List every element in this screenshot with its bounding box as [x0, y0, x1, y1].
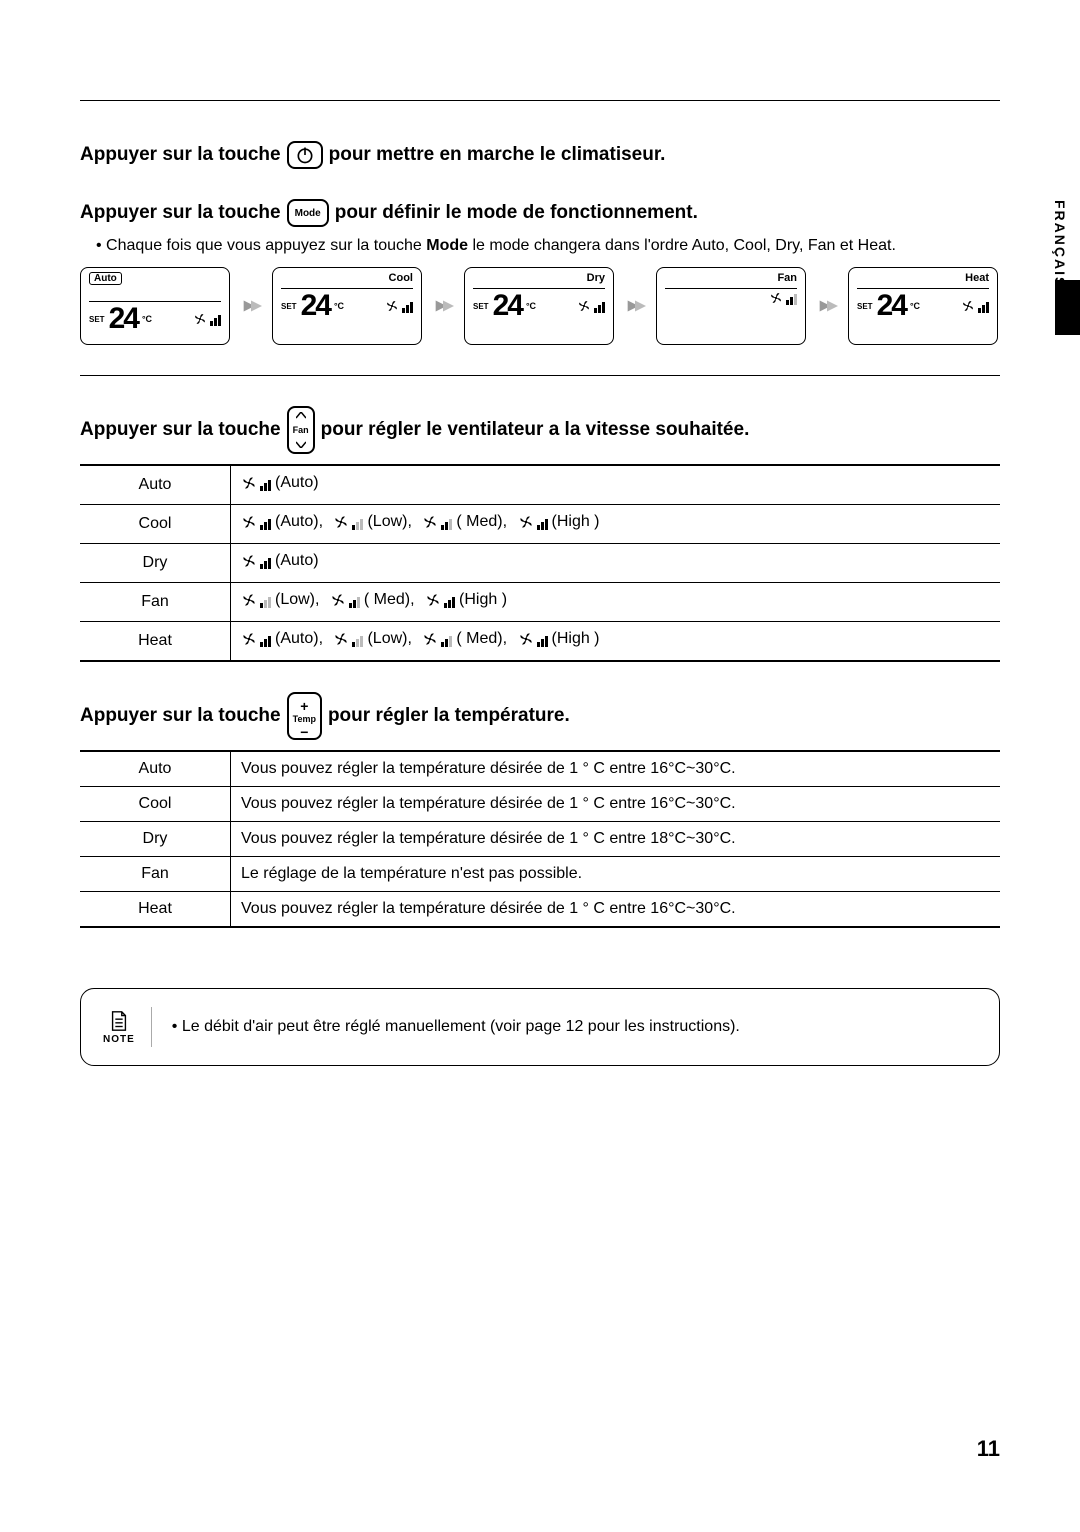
section-mode-post: pour définir le mode de fonctionnement.: [335, 202, 698, 224]
fan-speed-icon: [241, 553, 271, 569]
mode-label: Fan: [777, 272, 797, 284]
fan-speed-icon: [241, 475, 271, 491]
fan-speed-icon: [518, 514, 548, 530]
section-mode-title: Appuyer sur la touche Mode pour définir …: [80, 199, 1000, 227]
fan-options: (Auto), (Low), ( Med), (High ): [231, 505, 1001, 544]
language-tab-mark: [1055, 280, 1080, 335]
fan-button-label: Fan: [293, 425, 309, 435]
note-label: NOTE: [103, 1034, 135, 1045]
fan-speed-icon: [425, 592, 455, 608]
note-box: NOTE • Le débit d'air peut être réglé ma…: [80, 988, 1000, 1066]
mode-cycle-row: Auto SET24°C Cool SET24°C Dry SET24°C: [80, 267, 1000, 345]
table-row: Heat Vous pouvez régler la température d…: [80, 892, 1000, 928]
mode-display: Dry SET24°C: [464, 267, 614, 345]
page-number: 11: [977, 1436, 1000, 1462]
section-fan-title: Appuyer sur la touche Fan pour régler le…: [80, 406, 1000, 454]
temp-description: Vous pouvez régler la température désiré…: [231, 787, 1001, 822]
fan-speed-icon: [422, 631, 452, 647]
mode-label: Heat: [965, 272, 989, 284]
table-row: Fan (Low), ( Med), (High ): [80, 583, 1000, 622]
mode-display: Cool SET24°C: [272, 267, 422, 345]
temp-description: Vous pouvez régler la température désiré…: [231, 751, 1001, 787]
fan-speed-icon: [769, 291, 797, 305]
fan-speed-icon: [961, 299, 989, 313]
mode-label: Auto: [89, 272, 122, 285]
fan-options: (Low), ( Med), (High ): [231, 583, 1001, 622]
temp-description: Vous pouvez régler la température désiré…: [231, 822, 1001, 857]
table-row: Dry (Auto): [80, 544, 1000, 583]
fan-button-icon: Fan: [287, 406, 315, 454]
fan-speed-icon: [241, 514, 271, 530]
mode-name: Auto: [80, 465, 231, 505]
arrow-icon: [624, 295, 646, 317]
fan-speed-icon: [422, 514, 452, 530]
mode-label: Cool: [389, 272, 413, 284]
arrow-icon: [816, 295, 838, 317]
table-row: Auto (Auto): [80, 465, 1000, 505]
document-icon: [108, 1010, 130, 1032]
fan-speed-icon: [330, 592, 360, 608]
fan-speed-icon: [518, 631, 548, 647]
arrow-icon: [240, 295, 262, 317]
fan-speed-table: Auto (Auto)Cool (Auto), (Low),: [80, 464, 1000, 662]
temp-description: Le réglage de la température n'est pas p…: [231, 857, 1001, 892]
mode-name: Auto: [80, 751, 231, 787]
mode-name: Heat: [80, 622, 231, 662]
fan-speed-icon: [241, 592, 271, 608]
mode-bullet-bold: Mode: [426, 237, 468, 254]
mode-name: Dry: [80, 822, 231, 857]
language-tab-label: FRANÇAIS: [1052, 200, 1068, 288]
fan-speed-icon: [241, 631, 271, 647]
temp-button-label: Temp: [293, 714, 316, 724]
mode-name: Fan: [80, 857, 231, 892]
fan-speed-icon: [333, 631, 363, 647]
page-content: FRANÇAIS Appuyer sur la touche pour mett…: [80, 100, 1000, 1066]
mode-name: Dry: [80, 544, 231, 583]
note-text: • Le débit d'air peut être réglé manuell…: [172, 1018, 740, 1036]
mode-bullet-pre: Chaque fois que vous appuyez sur la touc…: [106, 237, 426, 254]
fan-speed-icon: [385, 299, 413, 313]
table-row: Cool Vous pouvez régler la température d…: [80, 787, 1000, 822]
section-fan-post: pour régler le ventilateur a la vitesse …: [321, 419, 750, 441]
section-divider-1: [80, 375, 1000, 376]
fan-speed-icon: [333, 514, 363, 530]
table-row: Dry Vous pouvez régler la température dé…: [80, 822, 1000, 857]
temp-range-table: Auto Vous pouvez régler la température d…: [80, 750, 1000, 928]
section-power-title: Appuyer sur la touche pour mettre en mar…: [80, 141, 1000, 169]
mode-name: Cool: [80, 505, 231, 544]
mode-display: Fan: [656, 267, 806, 345]
mode-display: Heat SET24°C: [848, 267, 998, 345]
mode-name: Heat: [80, 892, 231, 928]
section-temp-title: Appuyer sur la touche + Temp − pour régl…: [80, 692, 1000, 740]
table-row: Fan Le réglage de la température n'est p…: [80, 857, 1000, 892]
arrow-icon: [432, 295, 454, 317]
table-row: Auto Vous pouvez régler la température d…: [80, 751, 1000, 787]
section-mode-pre: Appuyer sur la touche: [80, 202, 281, 224]
table-row: Heat (Auto), (Low), ( Med),: [80, 622, 1000, 662]
fan-options: (Auto), (Low), ( Med), (High ): [231, 622, 1001, 662]
mode-label: Dry: [587, 272, 605, 284]
section-temp-post: pour régler la température.: [328, 705, 570, 727]
power-button-icon: [287, 141, 323, 169]
fan-options: (Auto): [231, 465, 1001, 505]
mode-display: Auto SET24°C: [80, 267, 230, 345]
fan-speed-icon: [577, 299, 605, 313]
mode-button-icon: Mode: [287, 199, 329, 227]
section-power-pre: Appuyer sur la touche: [80, 144, 281, 166]
fan-speed-icon: [193, 312, 221, 326]
temp-button-icon: + Temp −: [287, 692, 322, 740]
top-rule: [80, 100, 1000, 101]
note-icon: NOTE: [103, 1007, 152, 1047]
section-fan-pre: Appuyer sur la touche: [80, 419, 281, 441]
section-temp-pre: Appuyer sur la touche: [80, 705, 281, 727]
section-power-post: pour mettre en marche le climatiseur.: [329, 144, 666, 166]
temp-description: Vous pouvez régler la température désiré…: [231, 892, 1001, 928]
table-row: Cool (Auto), (Low), ( Med),: [80, 505, 1000, 544]
mode-bullet: • Chaque fois que vous appuyez sur la to…: [96, 237, 1000, 255]
mode-name: Fan: [80, 583, 231, 622]
mode-bullet-post: le mode changera dans l'ordre Auto, Cool…: [468, 237, 896, 254]
fan-options: (Auto): [231, 544, 1001, 583]
mode-name: Cool: [80, 787, 231, 822]
